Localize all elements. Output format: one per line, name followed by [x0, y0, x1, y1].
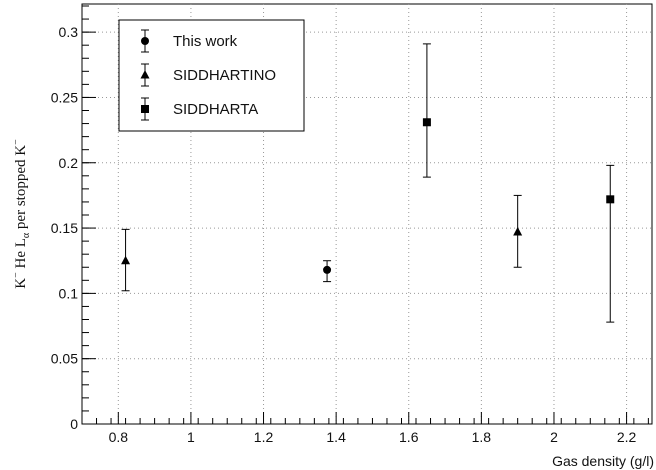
data-point-circle	[323, 265, 332, 274]
x-tick-label: 2	[550, 429, 558, 445]
data-point-triangle	[121, 255, 131, 265]
legend-box	[118, 19, 305, 132]
legend-marker-circle	[141, 37, 149, 45]
x-axis-title: Gas density (g/l)	[552, 453, 654, 469]
y-tick-labels: 0 0.05 0.1 0.15 0.2 0.25 0.3	[51, 24, 78, 432]
y-tick-label: 0.2	[59, 155, 79, 171]
x-tick-label: 1.8	[472, 429, 492, 445]
x-tick-label: 2.2	[617, 429, 637, 445]
data-marks	[121, 43, 615, 323]
y-tick-label: 0.25	[51, 89, 78, 105]
y-axis-title: K− He Lα per stopped K−	[11, 139, 32, 289]
legend-label: SIDDHARTA	[173, 101, 258, 118]
grid	[82, 4, 652, 424]
plot-area-frame	[81, 3, 653, 425]
x-tick-labels: 0.8 1 1.2 1.4 1.6 1.8 2 2.2	[109, 429, 637, 445]
data-point-square	[606, 195, 615, 204]
x-tick-label: 1.2	[254, 429, 274, 445]
x-tick-label: 0.8	[109, 429, 129, 445]
x-tick-label: 1	[187, 429, 195, 445]
data-point-triangle	[513, 226, 523, 236]
legend-label: This work	[173, 33, 238, 50]
y-tick-label: 0.3	[59, 24, 79, 40]
y-tick-label: 0.15	[51, 220, 78, 236]
legend: This work SIDDHARTINO SIDDHARTA	[118, 19, 305, 132]
x-tick-label: 1.4	[326, 429, 346, 445]
ticks	[81, 5, 649, 425]
legend-marker-square	[141, 105, 149, 113]
x-tick-label: 1.6	[399, 429, 419, 445]
y-tick-label: 0.1	[59, 285, 79, 301]
y-tick-label: 0.05	[51, 351, 78, 367]
legend-label: SIDDHARTINO	[173, 67, 276, 84]
data-point-square	[422, 118, 431, 127]
y-tick-label: 0	[70, 416, 78, 432]
legend-marker-triangle	[140, 70, 150, 79]
